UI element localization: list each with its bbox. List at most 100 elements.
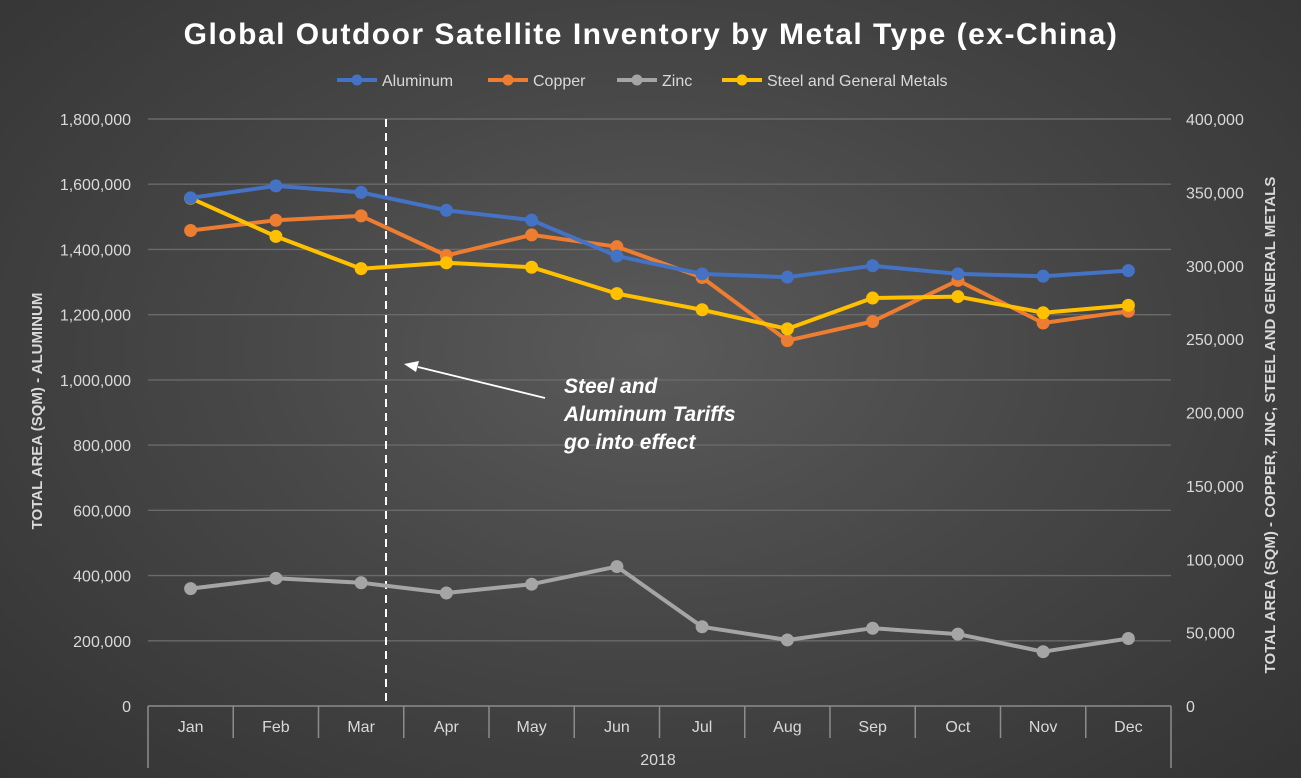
legend-label: Steel and General Metals: [767, 73, 948, 90]
left-tick-label: 1,800,000: [60, 112, 131, 129]
data-point: [610, 249, 624, 263]
annotation-line-3: go into effect: [563, 431, 696, 454]
right-axis-title: TOTAL AREA (SQM) - COPPER, ZINC, STEEL A…: [1262, 177, 1279, 674]
data-point: [866, 315, 880, 329]
data-point: [525, 260, 539, 274]
left-tick-label: 1,000,000: [60, 373, 131, 390]
left-tick-label: 800,000: [73, 438, 131, 455]
data-point: [695, 267, 709, 281]
category-label: Feb: [262, 719, 290, 736]
series-line: [190, 213, 1129, 343]
annotation-line-1: Steel and: [564, 375, 659, 398]
category-axis: Jan Feb Mar Apr May Jun Jul Aug Sep Oct Nov Dec: [147, 705, 1172, 768]
right-tick-label: 50,000: [1186, 626, 1235, 643]
category-label: Jun: [604, 719, 630, 736]
data-point: [184, 191, 198, 205]
data-point: [951, 267, 965, 281]
category-group-label: 2018: [640, 752, 676, 769]
category-label: May: [517, 719, 547, 736]
data-point: [610, 560, 624, 574]
data-point: [354, 576, 368, 590]
data-point: [439, 586, 453, 600]
chart-legend: Aluminum Copper Zinc Steel and General Meta…: [337, 73, 948, 90]
data-point: [866, 291, 880, 305]
data-point: [1036, 645, 1050, 659]
right-tick-label: 400,000: [1186, 112, 1244, 129]
right-axis-ticks: 0 50,000 100,000 150,000 200,000 250,000 300,0…: [1186, 112, 1244, 716]
chart-title: Global Outdoor Satellite Inventory by Me…: [184, 18, 1119, 51]
data-point: [951, 627, 965, 641]
data-point: [780, 270, 794, 284]
legend-label: Zinc: [662, 73, 692, 90]
category-label: Dec: [1114, 719, 1142, 736]
category-label: Sep: [858, 719, 887, 736]
data-point: [269, 229, 283, 243]
left-tick-label: 1,600,000: [60, 177, 131, 194]
legend-label: Copper: [533, 73, 586, 90]
category-label: Oct: [945, 719, 970, 736]
right-tick-label: 200,000: [1186, 406, 1244, 423]
category-label: Aug: [773, 719, 801, 736]
data-point: [866, 621, 880, 635]
data-point: [1121, 631, 1135, 645]
gridlines: [148, 118, 1171, 642]
data-point: [610, 240, 624, 254]
annotation-line-2: Aluminum Tariffs: [563, 403, 736, 426]
left-tick-label: 1,400,000: [60, 242, 131, 259]
category-label: Jul: [692, 719, 712, 736]
data-point: [525, 213, 539, 227]
series-zinc: [184, 560, 1135, 659]
data-point: [354, 185, 368, 199]
left-tick-label: 1,200,000: [60, 308, 131, 325]
data-point: [1036, 316, 1050, 330]
series-copper: [184, 209, 1135, 348]
right-tick-label: 100,000: [1186, 552, 1244, 569]
right-tick-label: 350,000: [1186, 185, 1244, 202]
left-tick-label: 0: [122, 699, 131, 716]
data-point: [610, 287, 624, 301]
data-point: [951, 290, 965, 304]
left-axis-title: TOTAL AREA (SQM) - ALUMINUM: [29, 293, 46, 530]
data-point: [780, 322, 794, 336]
right-tick-label: 0: [1186, 699, 1195, 716]
data-point: [354, 262, 368, 276]
data-point: [439, 203, 453, 217]
left-tick-label: 200,000: [73, 634, 131, 651]
right-tick-label: 250,000: [1186, 332, 1244, 349]
legend-swatch-marker: [736, 74, 748, 86]
data-point: [780, 633, 794, 647]
data-point: [525, 577, 539, 591]
series-line: [190, 183, 1129, 280]
data-point: [354, 209, 368, 223]
legend-swatch-marker: [351, 74, 363, 86]
category-label: Jan: [178, 719, 204, 736]
data-point: [1121, 264, 1135, 278]
data-point: [525, 228, 539, 242]
data-point: [184, 224, 198, 238]
category-label: Mar: [347, 719, 375, 736]
right-tick-label: 300,000: [1186, 259, 1244, 276]
data-point: [184, 582, 198, 596]
data-point: [269, 213, 283, 227]
data-point: [269, 179, 283, 193]
legend-swatch-marker: [631, 74, 643, 86]
category-label: Nov: [1029, 719, 1057, 736]
legend-label: Aluminum: [382, 73, 453, 90]
series-group: [184, 179, 1135, 659]
left-axis-ticks: 0 200,000 400,000 600,000 800,000 1,000,000 1,…: [60, 112, 131, 716]
left-tick-label: 400,000: [73, 569, 131, 586]
series-steel-and-general-metals: [184, 191, 1135, 336]
data-point: [439, 256, 453, 270]
series-line: [190, 564, 1129, 654]
data-point: [1036, 269, 1050, 283]
data-point: [780, 334, 794, 348]
series-line: [189, 196, 1129, 331]
data-point: [1121, 298, 1135, 312]
left-tick-label: 600,000: [73, 503, 131, 520]
category-label: Apr: [434, 719, 460, 736]
right-tick-label: 150,000: [1186, 479, 1244, 496]
data-point: [1036, 306, 1050, 320]
legend-swatch-marker: [502, 74, 514, 86]
data-point: [695, 620, 709, 634]
